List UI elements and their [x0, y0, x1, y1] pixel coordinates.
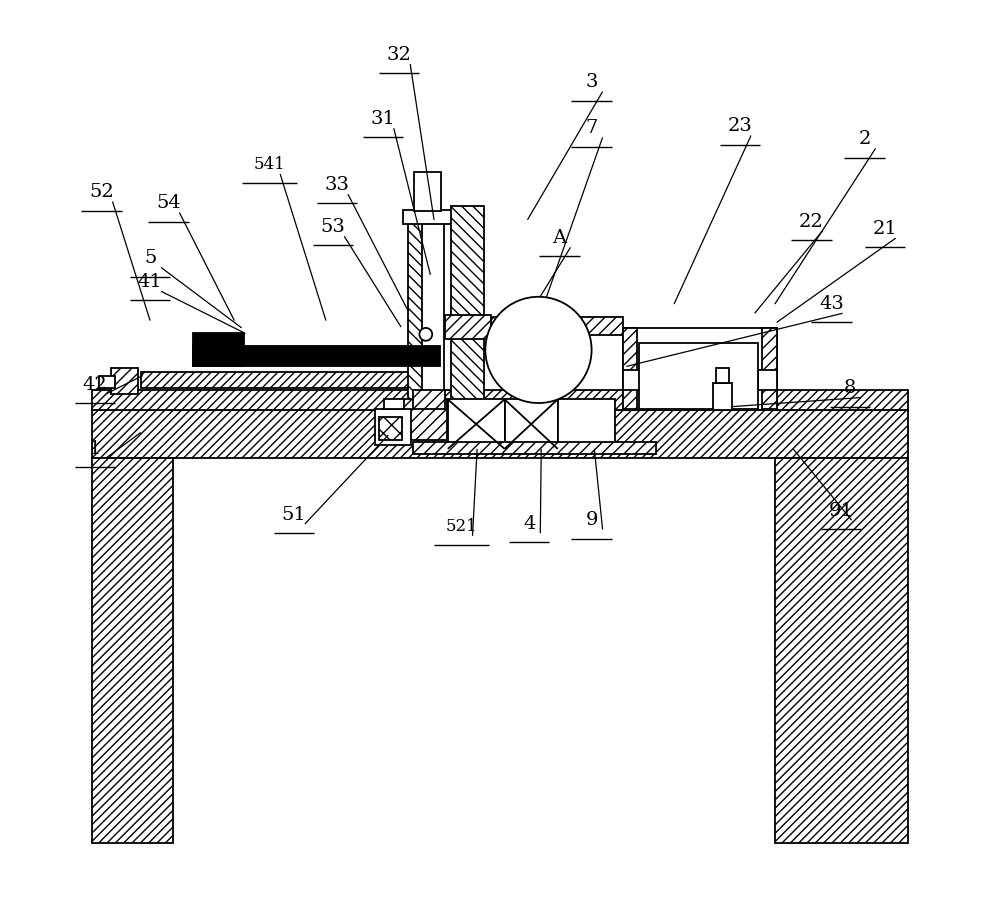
- Text: 42: 42: [83, 376, 108, 394]
- Bar: [448, 399, 505, 449]
- Bar: [384, 399, 404, 409]
- Text: 3: 3: [585, 73, 598, 92]
- Bar: [758, 370, 777, 390]
- Text: 1: 1: [89, 440, 101, 458]
- Text: A: A: [552, 229, 567, 247]
- Text: 23: 23: [728, 117, 752, 136]
- Text: 2: 2: [858, 130, 871, 148]
- Bar: [403, 210, 460, 224]
- Bar: [451, 206, 484, 403]
- Bar: [92, 390, 908, 410]
- Bar: [99, 376, 115, 388]
- Bar: [623, 390, 777, 410]
- Circle shape: [419, 328, 432, 341]
- Bar: [713, 383, 732, 410]
- Bar: [414, 172, 441, 211]
- Text: 53: 53: [321, 218, 346, 236]
- Bar: [403, 399, 447, 440]
- Bar: [623, 328, 777, 410]
- Bar: [111, 368, 138, 394]
- Bar: [141, 372, 425, 388]
- Bar: [485, 317, 623, 335]
- Bar: [775, 458, 908, 843]
- Text: 7: 7: [585, 119, 598, 137]
- Bar: [92, 458, 173, 843]
- Bar: [422, 215, 444, 403]
- Text: 33: 33: [324, 176, 349, 194]
- Bar: [762, 328, 777, 409]
- Bar: [408, 222, 443, 403]
- Text: 43: 43: [819, 295, 844, 313]
- Bar: [92, 410, 908, 458]
- Text: 9: 9: [585, 511, 598, 529]
- Bar: [505, 399, 558, 449]
- Bar: [639, 343, 758, 409]
- Bar: [716, 368, 729, 383]
- Text: 21: 21: [872, 220, 897, 238]
- Bar: [623, 328, 637, 409]
- Text: 22: 22: [799, 213, 824, 231]
- Text: 5: 5: [144, 249, 156, 267]
- Text: 41: 41: [138, 273, 162, 291]
- Bar: [623, 370, 641, 390]
- Text: 54: 54: [156, 194, 181, 213]
- Text: 52: 52: [89, 183, 114, 202]
- Text: 541: 541: [253, 157, 285, 173]
- Text: 31: 31: [370, 110, 395, 128]
- Text: 521: 521: [446, 518, 477, 535]
- Bar: [413, 442, 656, 454]
- Text: 91: 91: [828, 502, 853, 520]
- Text: 8: 8: [844, 379, 856, 398]
- Bar: [193, 346, 440, 366]
- Bar: [413, 390, 445, 409]
- Bar: [375, 409, 411, 445]
- Bar: [193, 333, 244, 366]
- Bar: [445, 315, 491, 339]
- Text: 51: 51: [282, 506, 306, 524]
- Bar: [379, 417, 402, 440]
- Text: 32: 32: [387, 46, 412, 64]
- Circle shape: [485, 297, 592, 403]
- Bar: [558, 399, 614, 449]
- Text: 4: 4: [523, 515, 535, 533]
